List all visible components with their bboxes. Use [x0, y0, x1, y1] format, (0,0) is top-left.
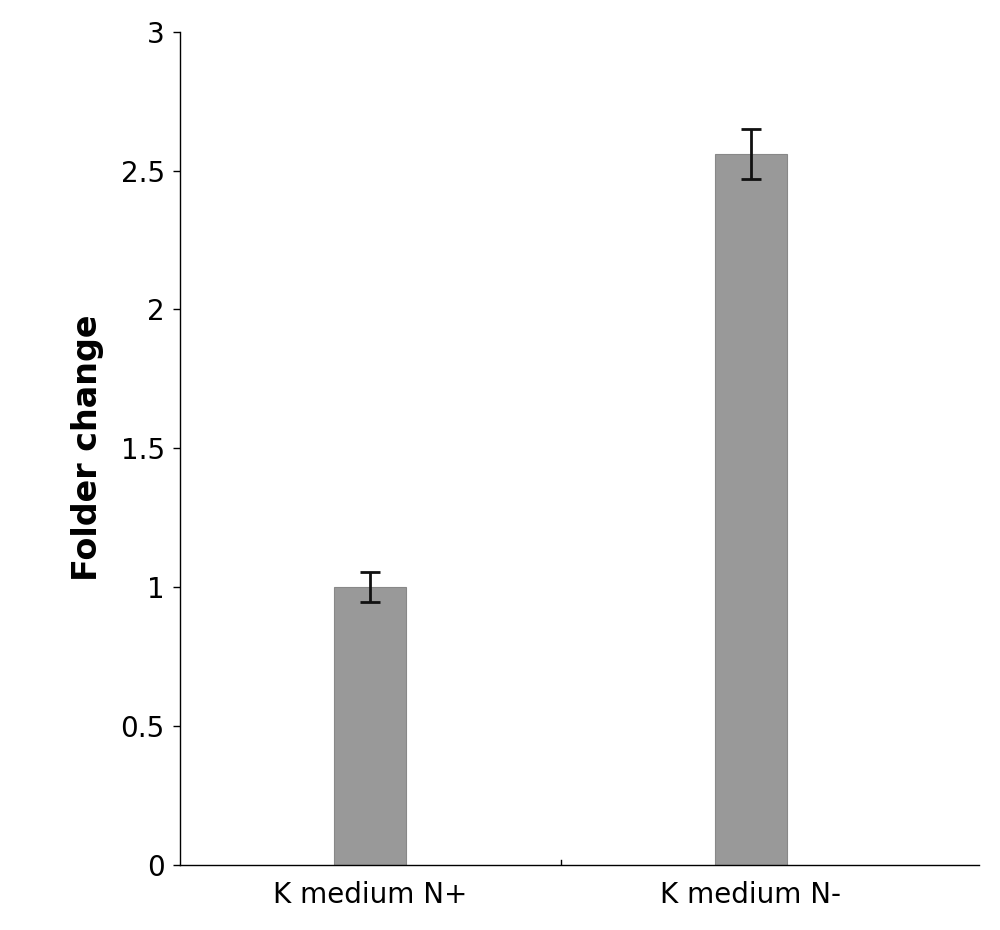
Y-axis label: Folder change: Folder change	[71, 315, 104, 581]
Bar	[334, 587, 406, 865]
Bar	[715, 154, 787, 865]
